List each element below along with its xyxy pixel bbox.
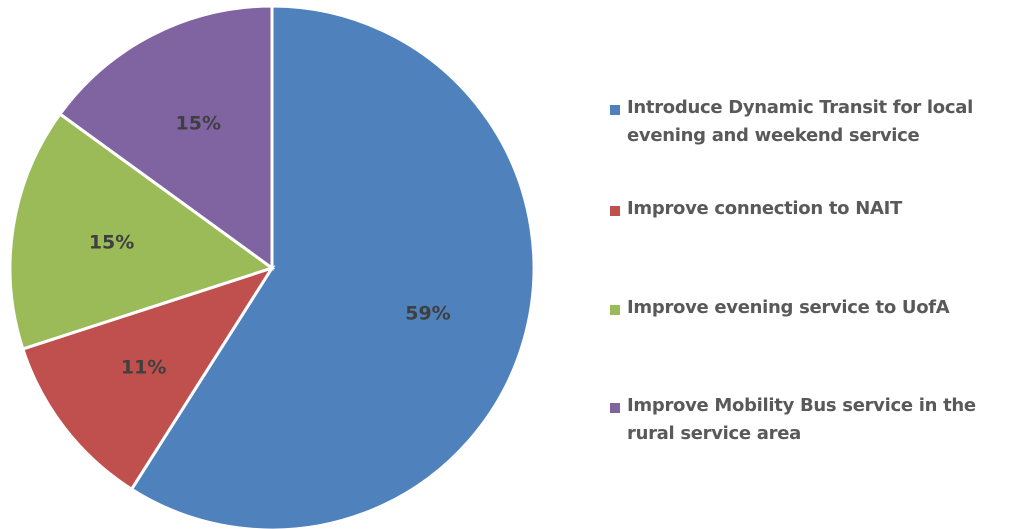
legend-swatch-mobility-bus <box>610 403 620 413</box>
legend-label-mobility-bus: Improve Mobility Bus service in the rura… <box>627 392 976 448</box>
legend-swatch-nait <box>610 206 620 216</box>
legend-label-line: Improve Mobility Bus service in the <box>627 395 976 416</box>
legend-item-nait: Improve connection to NAIT <box>610 198 1025 223</box>
pie-slice-mobility-bus <box>57 4 274 271</box>
legend-label-uofa: Improve evening service to UofA <box>627 294 950 322</box>
legend-label-dynamic-transit: Introduce Dynamic Transit for local even… <box>627 94 973 150</box>
legend-label-line: Improve connection to NAIT <box>627 198 902 219</box>
data-label-nait: 11% <box>121 357 166 379</box>
legend-label-nait: Improve connection to NAIT <box>627 195 902 223</box>
pie-slice-nait <box>20 265 276 492</box>
legend-item-dynamic-transit: Introduce Dynamic Transit for local even… <box>610 97 1025 150</box>
data-label-uofa: 15% <box>89 232 134 254</box>
legend-label-line: Introduce Dynamic Transit for local <box>627 97 973 118</box>
pie-slice-dynamic-transit <box>129 4 536 529</box>
data-label-mobility-bus: 15% <box>176 112 221 134</box>
legend-item-uofa: Improve evening service to UofA <box>610 297 1025 322</box>
legend-item-mobility-bus: Improve Mobility Bus service in the rura… <box>610 395 1025 448</box>
legend-swatch-uofa <box>610 305 620 315</box>
legend-label-line: Improve evening service to UofA <box>627 297 950 318</box>
legend-label-line: rural service area <box>627 423 801 444</box>
legend-swatch-dynamic-transit <box>610 105 620 115</box>
legend-label-line: evening and weekend service <box>627 125 920 146</box>
pie-slice-uofa <box>8 111 276 351</box>
data-label-dynamic-transit: 59% <box>405 302 450 324</box>
